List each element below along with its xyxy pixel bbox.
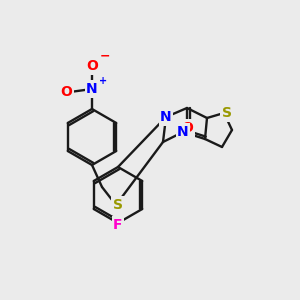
Text: O: O <box>60 85 72 99</box>
Text: N: N <box>160 110 172 124</box>
Text: S: S <box>222 106 232 120</box>
Text: N: N <box>177 125 189 139</box>
Text: −: − <box>100 50 110 63</box>
Text: O: O <box>181 121 193 135</box>
Text: N: N <box>86 82 98 96</box>
Text: O: O <box>86 59 98 73</box>
Text: S: S <box>113 198 123 212</box>
Text: F: F <box>113 218 123 232</box>
Text: +: + <box>99 76 107 86</box>
